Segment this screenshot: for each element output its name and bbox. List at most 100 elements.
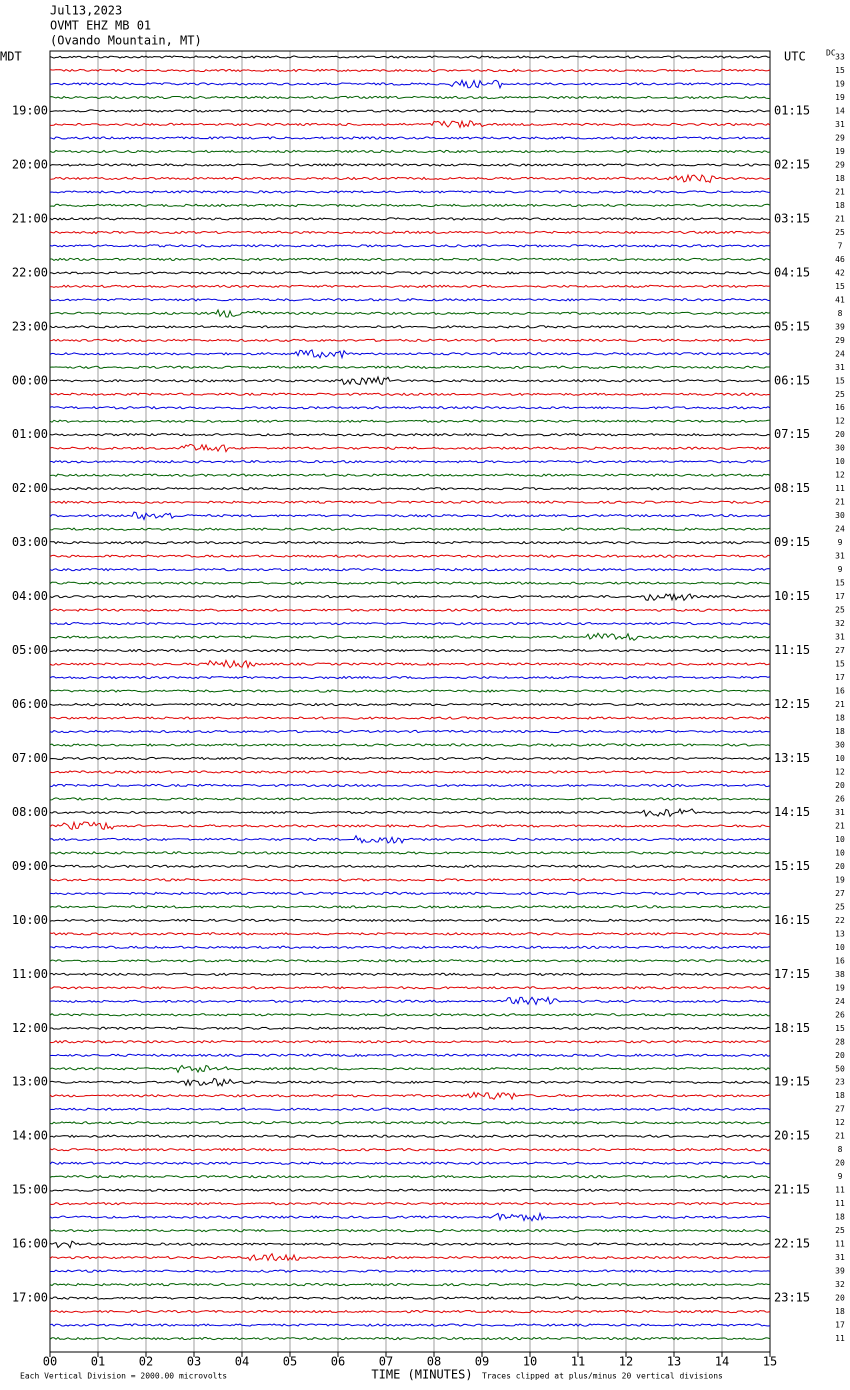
trace: [49, 1201, 771, 1206]
local-hour-label: 00:00: [12, 373, 48, 387]
dc-offset: 16: [835, 403, 845, 412]
trace: [49, 1323, 771, 1327]
dc-offset: 31: [835, 633, 845, 642]
trace: [49, 1147, 771, 1152]
trace: [49, 554, 771, 558]
title-line: Jul13,2023: [50, 4, 122, 18]
trace: [49, 487, 771, 491]
trace: [49, 1336, 771, 1341]
dc-offset: 9: [838, 565, 843, 574]
utc-hour-label: 21:15: [774, 1183, 810, 1197]
x-tick-label: 14: [715, 1355, 729, 1369]
local-hour-label: 19:00: [12, 103, 48, 117]
trace: [49, 743, 771, 747]
utc-hour-label: 14:15: [774, 805, 810, 819]
x-tick-label: 07: [379, 1355, 393, 1369]
trace: [49, 173, 771, 184]
trace: [49, 675, 771, 680]
dc-offset: 16: [835, 956, 845, 965]
trace: [49, 95, 771, 100]
x-tick-label: 11: [571, 1355, 585, 1369]
local-hour-label: 11:00: [12, 967, 48, 981]
x-tick-label: 00: [43, 1355, 57, 1369]
dc-offset: 32: [835, 1280, 845, 1289]
trace: [49, 807, 771, 818]
dc-offset: 10: [835, 943, 845, 952]
x-tick-label: 10: [523, 1355, 537, 1369]
trace: [49, 1309, 771, 1314]
local-hour-label: 17:00: [12, 1291, 48, 1305]
dc-offset: 9: [838, 538, 843, 547]
dc-offset: 20: [835, 862, 845, 871]
utc-hour-label: 19:15: [774, 1075, 810, 1089]
x-tick-label: 06: [331, 1355, 345, 1369]
trace: [49, 190, 771, 194]
trace: [49, 702, 771, 707]
trace: [49, 632, 771, 641]
dc-offset: 21: [835, 498, 845, 507]
dc-offset: 17: [835, 592, 845, 601]
x-axis-label: TIME (MINUTES): [371, 1368, 472, 1382]
trace: [49, 905, 771, 909]
dc-offset: 21: [835, 821, 845, 830]
trace: [49, 1296, 771, 1300]
dc-offset: 11: [835, 484, 845, 493]
dc-offset: 15: [835, 376, 845, 385]
dc-offset: 15: [835, 66, 845, 75]
utc-hour-label: 13:15: [774, 751, 810, 765]
trace: [49, 567, 771, 572]
dc-offset: 42: [835, 268, 845, 277]
trace: [49, 1120, 771, 1125]
dc-offset: 29: [835, 336, 845, 345]
x-tick-label: 04: [235, 1355, 249, 1369]
utc-hour-label: 12:15: [774, 697, 810, 711]
dc-offset: 33: [835, 53, 845, 62]
dc-offset: 8: [838, 1145, 843, 1154]
trace: [49, 217, 771, 221]
utc-hour-label: 17:15: [774, 967, 810, 981]
local-hour-label: 10:00: [12, 913, 48, 927]
trace: [49, 55, 770, 59]
dc-offset: 17: [835, 1321, 845, 1330]
dc-offset: 15: [835, 660, 845, 669]
x-tick-label: 09: [475, 1355, 489, 1369]
dc-offset: 27: [835, 646, 845, 655]
trace: [49, 648, 771, 653]
dc-offset: 20: [835, 781, 845, 790]
trace: [49, 163, 771, 167]
dc-offset: 19: [835, 93, 845, 102]
local-hour-label: 14:00: [12, 1129, 48, 1143]
dc-offset: 12: [835, 767, 845, 776]
dc-offset: 46: [835, 255, 845, 264]
dc-offset: 18: [835, 1091, 845, 1100]
dc-offset: 21: [835, 187, 845, 196]
trace: [49, 1040, 771, 1044]
trace: [50, 284, 771, 289]
title-line: (Ovando Mountain, MT): [50, 34, 202, 48]
dc-offset: 50: [835, 1064, 845, 1073]
trace: [49, 864, 771, 869]
trace: [49, 68, 771, 73]
local-hour-label: 15:00: [12, 1183, 48, 1197]
dc-offset: 29: [835, 160, 845, 169]
trace: [49, 1064, 771, 1074]
dc-offset: 25: [835, 390, 845, 399]
dc-offset: 25: [835, 228, 845, 237]
scale-note: Each Vertical Division = 2000.00 microvo…: [20, 1372, 227, 1381]
local-hour-label: 12:00: [12, 1021, 48, 1035]
utc-hour-label: 04:15: [774, 265, 810, 279]
local-hour-label: 07:00: [12, 751, 48, 765]
utc-hour-label: 09:15: [774, 535, 810, 549]
utc-hour-label: 03:15: [774, 211, 810, 225]
dc-offset: 15: [835, 282, 845, 291]
dc-offset: 12: [835, 1118, 845, 1127]
trace: [49, 271, 771, 275]
trace: [49, 972, 771, 977]
dc-offset: 31: [835, 552, 845, 561]
trace: [49, 540, 771, 545]
trace: [49, 918, 771, 923]
dc-offset: 39: [835, 322, 845, 331]
trace: [49, 797, 771, 801]
dc-offset: 23: [835, 1078, 845, 1087]
dc-offset: 27: [835, 1105, 845, 1114]
